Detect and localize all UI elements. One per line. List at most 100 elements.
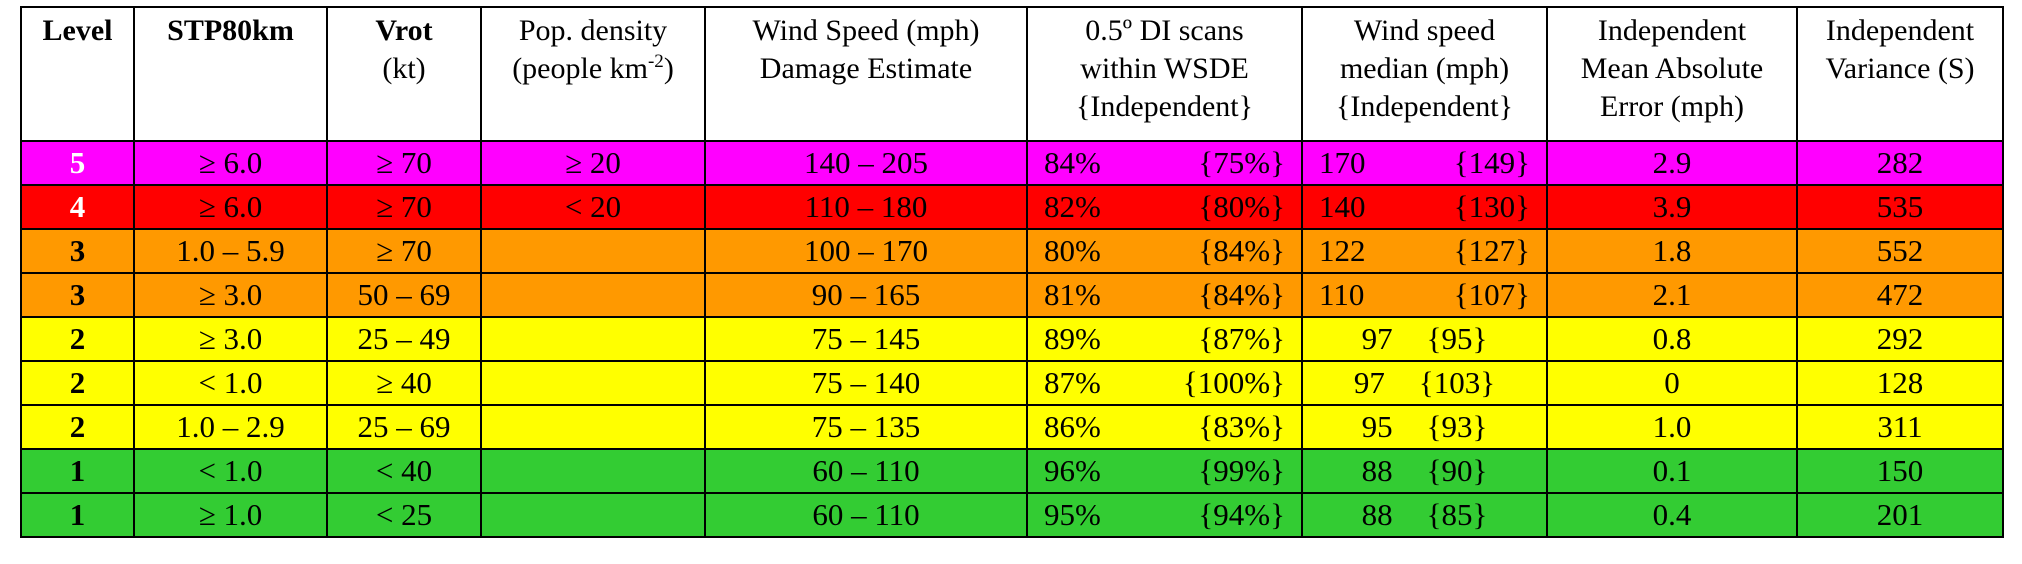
table-row-level1: 1 < 1.0 < 40 60 – 110 96% {99%} 88 {90} 0.… [20, 448, 2004, 494]
cell-mae: 1.0 [1546, 404, 1798, 450]
cell-mae: 0 [1546, 360, 1798, 406]
cell-median: 140 {130} [1301, 184, 1548, 230]
cell-stp: < 1.0 [133, 448, 328, 494]
cell-median: 110 {107} [1301, 272, 1548, 318]
header-wind-speed-median: Wind speed median (mph) {Independent} [1301, 6, 1548, 142]
cell-wsde: 75 – 135 [704, 404, 1028, 450]
cell-level: 2 [20, 316, 135, 362]
cell-pop-density: < 20 [480, 184, 706, 230]
cell-di-scans: 96% {99%} [1026, 448, 1303, 494]
cell-vrot: 50 – 69 [326, 272, 482, 318]
cell-wsde: 90 – 165 [704, 272, 1028, 318]
cell-wsde: 110 – 180 [704, 184, 1028, 230]
table-row-level2: 2 < 1.0 ≥ 40 75 – 140 87% {100%} 97 {103} … [20, 360, 2004, 406]
cell-stp: < 1.0 [133, 360, 328, 406]
cell-stp: ≥ 6.0 [133, 140, 328, 186]
cell-median: 170 {149} [1301, 140, 1548, 186]
cell-mae: 3.9 [1546, 184, 1798, 230]
header-di-scans: 0.5º DI scans within WSDE {Independent} [1026, 6, 1303, 142]
cell-stp: ≥ 6.0 [133, 184, 328, 230]
cell-pop-density [480, 360, 706, 406]
header-mean-absolute-error: Independent Mean Absolute Error (mph) [1546, 6, 1798, 142]
cell-wsde: 60 – 110 [704, 448, 1028, 494]
cell-pop-density [480, 448, 706, 494]
cell-di-scans: 80% {84%} [1026, 228, 1303, 274]
cell-di-scans: 86% {83%} [1026, 404, 1303, 450]
cell-wsde: 140 – 205 [704, 140, 1028, 186]
cell-variance: 128 [1796, 360, 2004, 406]
cell-wsde: 75 – 145 [704, 316, 1028, 362]
cell-wsde: 100 – 170 [704, 228, 1028, 274]
table-row-level3: 3 1.0 – 5.9 ≥ 70 100 – 170 80% {84%} 122{… [20, 228, 2004, 274]
header-variance: Independent Variance (S) [1796, 6, 2004, 142]
cell-pop-density [480, 404, 706, 450]
cell-level: 5 [20, 140, 135, 186]
table-row-level4: 4 ≥ 6.0 ≥ 70 < 20 110 – 180 82% {80%} 140… [20, 184, 2004, 230]
cell-mae: 1.8 [1546, 228, 1798, 274]
cell-vrot: 25 – 49 [326, 316, 482, 362]
header-pop-density: Pop. density (people km-2) [480, 6, 706, 142]
header-row: Level STP80km Vrot (kt) Pop. density (pe… [20, 6, 2004, 142]
cell-di-scans: 82% {80%} [1026, 184, 1303, 230]
cell-median: 97 {103} [1301, 360, 1548, 406]
cell-median: 95 {93} [1301, 404, 1548, 450]
cell-pop-density [480, 228, 706, 274]
cell-variance: 311 [1796, 404, 2004, 450]
cell-variance: 150 [1796, 448, 2004, 494]
cell-level: 4 [20, 184, 135, 230]
cell-di-scans: 95% {94%} [1026, 492, 1303, 538]
cell-mae: 0.4 [1546, 492, 1798, 538]
table-row-level1: 1 ≥ 1.0 < 25 60 – 110 95% {94%} 88 {85} 0.… [20, 492, 2004, 538]
cell-stp: ≥ 1.0 [133, 492, 328, 538]
cell-variance: 472 [1796, 272, 2004, 318]
cell-median: 88 {90} [1301, 448, 1548, 494]
cell-variance: 552 [1796, 228, 2004, 274]
cell-vrot: ≥ 70 [326, 140, 482, 186]
cell-vrot: < 25 [326, 492, 482, 538]
cell-pop-density [480, 272, 706, 318]
cell-di-scans: 89% {87%} [1026, 316, 1303, 362]
cell-mae: 0.8 [1546, 316, 1798, 362]
cell-vrot: ≥ 40 [326, 360, 482, 406]
cell-variance: 201 [1796, 492, 2004, 538]
cell-mae: 0.1 [1546, 448, 1798, 494]
cell-variance: 292 [1796, 316, 2004, 362]
cell-di-scans: 84% {75%} [1026, 140, 1303, 186]
cell-vrot: 25 – 69 [326, 404, 482, 450]
cell-level: 2 [20, 404, 135, 450]
cell-stp: ≥ 3.0 [133, 316, 328, 362]
cell-pop-density [480, 316, 706, 362]
cell-median: 122 {127} [1301, 228, 1548, 274]
cell-level: 2 [20, 360, 135, 406]
cell-wsde: 60 – 110 [704, 492, 1028, 538]
header-wind-speed-damage-estimate: Wind Speed (mph) Damage Estimate [704, 6, 1028, 142]
table-row-level2: 2 1.0 – 2.9 25 – 69 75 – 135 86% {83%} 95… [20, 404, 2004, 450]
cell-level: 1 [20, 492, 135, 538]
cell-stp: ≥ 3.0 [133, 272, 328, 318]
cell-variance: 282 [1796, 140, 2004, 186]
cell-median: 97 {95} [1301, 316, 1548, 362]
header-stp80km: STP80km [133, 6, 328, 142]
cell-median: 88 {85} [1301, 492, 1548, 538]
header-level: Level [20, 6, 135, 142]
cell-mae: 2.1 [1546, 272, 1798, 318]
cell-level: 3 [20, 228, 135, 274]
cell-di-scans: 81% {84%} [1026, 272, 1303, 318]
tornado-level-table: Level STP80km Vrot (kt) Pop. density (pe… [20, 6, 2004, 538]
cell-variance: 535 [1796, 184, 2004, 230]
cell-pop-density [480, 492, 706, 538]
cell-pop-density: ≥ 20 [480, 140, 706, 186]
table-row-level3: 3 ≥ 3.0 50 – 69 90 – 165 81% {84%} 110 {10… [20, 272, 2004, 318]
cell-vrot: < 40 [326, 448, 482, 494]
cell-stp: 1.0 – 5.9 [133, 228, 328, 274]
cell-di-scans: 87% {100%} [1026, 360, 1303, 406]
header-vrot: Vrot (kt) [326, 6, 482, 142]
cell-stp: 1.0 – 2.9 [133, 404, 328, 450]
table-row-level2: 2 ≥ 3.0 25 – 49 75 – 145 89% {87%} 97 {95}… [20, 316, 2004, 362]
cell-vrot: ≥ 70 [326, 184, 482, 230]
table-row-level5: 5 ≥ 6.0 ≥ 70 ≥ 20 140 – 205 84% {75%} 170… [20, 140, 2004, 186]
cell-level: 1 [20, 448, 135, 494]
cell-mae: 2.9 [1546, 140, 1798, 186]
cell-vrot: ≥ 70 [326, 228, 482, 274]
cell-level: 3 [20, 272, 135, 318]
